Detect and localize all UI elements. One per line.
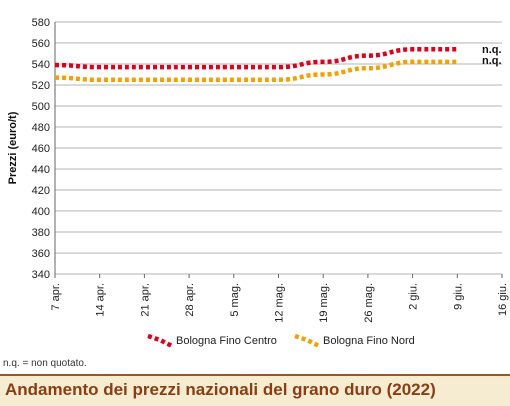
x-tick-label: 9 giu.: [452, 283, 464, 310]
x-tick-label: 16 giu.: [497, 283, 509, 316]
x-tick-label: 14 apr.: [95, 283, 107, 317]
line-chart: 340360380400420440460480500520540560580 …: [7, 17, 509, 349]
footnote: n.q. = non quotato.: [3, 358, 87, 369]
y-tick-label: 340: [32, 269, 50, 281]
y-tick-label: 500: [32, 101, 50, 113]
x-tick-label: 19 mag.: [318, 283, 330, 323]
y-tick-label: 580: [32, 17, 50, 29]
series-line-0: [54, 47, 458, 70]
chart-title: Andamento dei prezzi nazionali del grano…: [5, 380, 436, 399]
title-bar: Andamento dei prezzi nazionali del grano…: [0, 374, 510, 406]
series-end-label: n.q.: [482, 55, 502, 67]
legend-label: Bologna Fino Centro: [176, 335, 277, 347]
x-tick-label: 2 giu.: [408, 283, 420, 310]
series-line-1: [54, 59, 458, 82]
legend-label: Bologna Fino Nord: [323, 335, 415, 347]
x-tick-label: 5 mag.: [229, 283, 241, 317]
x-tick-label: 12 mag.: [274, 283, 286, 323]
end-labels: n.q.n.q.: [482, 44, 502, 67]
legend: Bologna Fino Centro Bologna Fino Nord: [147, 333, 415, 349]
legend-swatch-0: [147, 333, 174, 349]
y-tick-label: 540: [32, 59, 50, 71]
y-tick-label: 400: [32, 206, 50, 218]
grid: [54, 21, 502, 275]
y-axis-title: Prezzi (euro/t): [7, 111, 19, 184]
x-tick-label: 7 apr.: [50, 283, 62, 311]
y-tick-label: 420: [32, 185, 50, 197]
y-tick-label: 480: [32, 122, 50, 134]
x-axis-ticks: 7 apr. 14 apr. 21 apr. 28 apr. 5 mag. 12 mag.…: [50, 274, 509, 323]
x-tick-label: 21 apr.: [139, 283, 151, 317]
y-tick-label: 520: [32, 80, 50, 92]
series-end-label: n.q.: [482, 44, 502, 56]
legend-swatch-1: [294, 333, 321, 349]
y-tick-label: 560: [32, 38, 50, 50]
series-lines: [54, 47, 458, 82]
y-tick-label: 440: [32, 164, 50, 176]
y-axis-ticks: 340 360 380 400 420 440 460 480 500 520 540 560 580: [32, 17, 50, 281]
x-tick-label: 28 apr.: [184, 283, 196, 317]
y-tick-label: 460: [32, 143, 50, 155]
x-tick-label: 26 mag.: [363, 283, 375, 323]
y-tick-label: 360: [32, 248, 50, 260]
y-tick-label: 380: [32, 227, 50, 239]
